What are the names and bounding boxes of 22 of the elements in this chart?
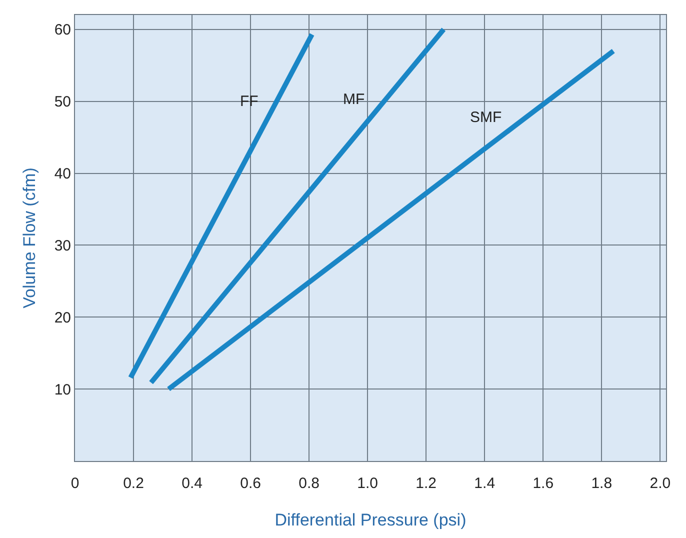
x-tick-label: 0 [70,475,80,492]
y-tick-label: 30 [54,237,71,254]
x-tick-label: 1.2 [416,475,437,492]
x-tick-label: 0.8 [298,475,320,492]
y-tick-label: 40 [54,166,71,183]
y-tick-label: 50 [54,94,71,111]
series-label: FF [240,93,258,110]
series-label: MF [343,91,365,108]
x-tick-label: 1.4 [474,475,496,492]
y-axis-title: Volume Flow (cfm) [20,168,39,308]
x-axis-title: Differential Pressure (psi) [274,510,466,530]
x-tick-label: 2.0 [650,475,671,492]
x-tick-label: 1.0 [357,475,378,492]
x-tick-label: 0.6 [240,475,261,492]
x-tick-label: 0.4 [182,475,202,492]
x-tick-label: 1.8 [591,475,612,492]
series-label: SMF [470,109,502,126]
y-tick-label: 10 [54,381,71,398]
y-tick-label: 20 [54,309,71,326]
x-tick-label: 0.2 [123,475,144,492]
y-tick-label: 60 [54,22,71,39]
x-tick-label: 1.6 [532,475,554,492]
